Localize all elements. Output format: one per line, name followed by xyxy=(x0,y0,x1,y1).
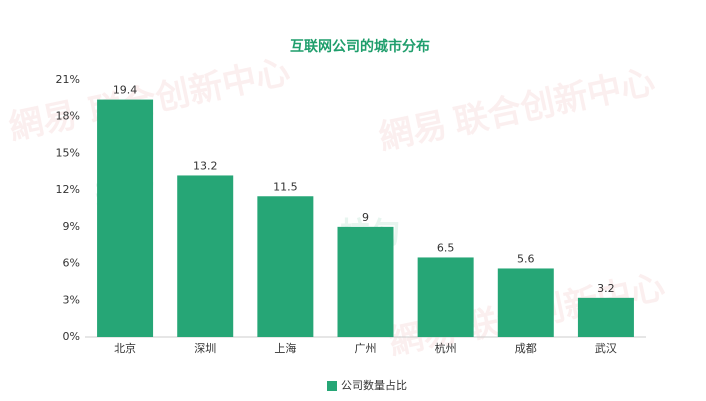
y-tick-label: 0% xyxy=(63,330,80,343)
y-tick-label: 3% xyxy=(63,293,80,306)
x-tick-label: 北京 xyxy=(114,341,136,355)
bar xyxy=(257,196,314,337)
bar xyxy=(497,268,554,337)
data-label: 6.5 xyxy=(437,241,455,254)
data-label: 5.6 xyxy=(517,252,535,265)
y-tick-label: 21% xyxy=(56,73,80,86)
bar xyxy=(577,297,634,337)
bar xyxy=(177,175,234,337)
y-tick-label: 6% xyxy=(63,257,80,270)
y-tick-label: 15% xyxy=(56,146,80,159)
y-tick-label: 18% xyxy=(56,110,80,123)
bar xyxy=(337,226,394,337)
y-tick-label: 12% xyxy=(56,183,80,196)
bar xyxy=(417,257,474,337)
x-tick-label: 广州 xyxy=(355,342,377,355)
data-label: 19.4 xyxy=(113,84,138,97)
bar xyxy=(97,99,154,337)
data-label: 9 xyxy=(362,211,369,224)
data-label: 13.2 xyxy=(193,159,218,172)
x-tick-label: 武汉 xyxy=(595,342,617,355)
data-label: 11.5 xyxy=(273,180,298,193)
legend-label: 公司数量占比 xyxy=(341,378,407,392)
x-tick-label: 深圳 xyxy=(194,342,216,355)
y-tick-label: 9% xyxy=(63,220,80,233)
x-tick-label: 成都 xyxy=(515,342,537,355)
chart-title: 互联网公司的城市分布 xyxy=(290,38,430,55)
data-label: 3.2 xyxy=(597,282,615,295)
x-tick-label: 杭州 xyxy=(435,341,457,355)
x-tick-label: 上海 xyxy=(274,341,296,355)
legend-swatch xyxy=(327,381,337,391)
